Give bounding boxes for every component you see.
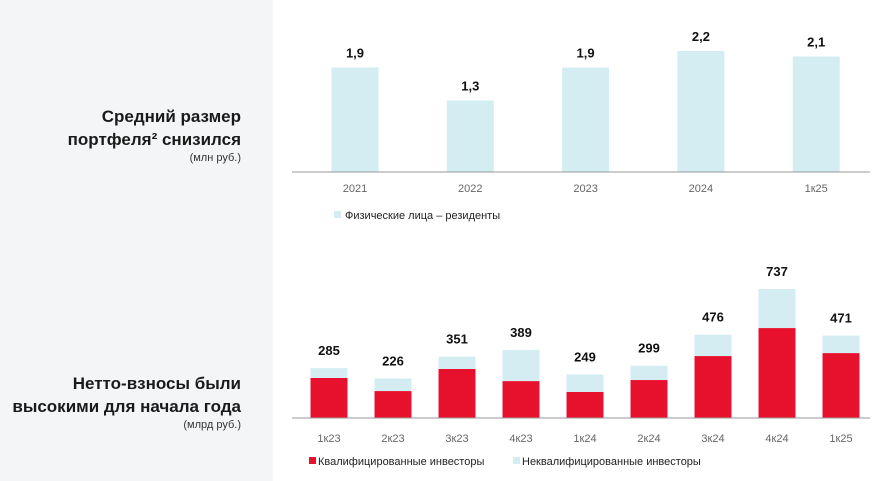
- bar-unqualified: [374, 378, 412, 392]
- legend-swatch: [334, 211, 341, 218]
- data-label: 737: [766, 264, 788, 279]
- bar: [677, 51, 725, 172]
- bar-unqualified: [694, 334, 732, 357]
- x-tick-label: 2021: [343, 183, 367, 195]
- bar-qualified: [310, 377, 348, 418]
- x-tick-label: 2022: [458, 183, 482, 195]
- data-label: 2,1: [807, 35, 825, 50]
- data-label: 471: [830, 311, 852, 326]
- bar-qualified: [822, 353, 860, 418]
- bar-qualified: [438, 369, 476, 418]
- top-title-line1: Средний размер: [101, 107, 241, 126]
- bar-unqualified: [822, 335, 860, 354]
- data-label: 285: [318, 343, 340, 358]
- bottom-title-line1: Нетто-взносы были: [72, 374, 241, 393]
- data-label: 476: [702, 310, 724, 325]
- top-chart-heading: Средний размер портфеля² снизился (млн р…: [68, 105, 241, 165]
- bar-unqualified: [566, 374, 604, 392]
- bar-qualified: [630, 380, 668, 418]
- data-label: 351: [446, 332, 468, 347]
- bottom-chart-heading: Нетто-взносы были высокими для начала го…: [12, 372, 241, 432]
- bar: [331, 67, 379, 172]
- top-title-line2: портфеля² снизился: [67, 130, 241, 149]
- data-label: 249: [574, 349, 596, 364]
- bar-qualified: [694, 356, 732, 418]
- data-label: 2,2: [692, 29, 710, 44]
- bottom-title-line2: высокими для начала года: [12, 397, 241, 416]
- x-tick-label: 1к25: [805, 183, 828, 195]
- x-tick-label: 2024: [689, 183, 713, 195]
- data-label: 1,9: [577, 46, 595, 61]
- bar-unqualified: [502, 349, 540, 382]
- bar-unqualified: [438, 356, 476, 369]
- x-tick-label: 3к23: [445, 433, 468, 445]
- x-tick-label: 2к23: [381, 433, 404, 445]
- bar-qualified: [758, 328, 796, 418]
- bottom-unit: (млрд руб.): [183, 419, 241, 431]
- bar-unqualified: [310, 368, 348, 378]
- bar-qualified: [566, 391, 604, 418]
- x-tick-label: 1к24: [573, 433, 596, 445]
- left-panel: Средний размер портфеля² снизился (млн р…: [0, 0, 273, 481]
- x-tick-label: 4к24: [765, 433, 788, 445]
- x-tick-label: 1к25: [829, 433, 852, 445]
- legend-label: Неквалифицированные инвесторы: [522, 456, 701, 468]
- x-tick-label: 1к23: [317, 433, 340, 445]
- legend-label: Квалифицированные инвесторы: [318, 456, 484, 468]
- x-tick-label: 2023: [573, 183, 597, 195]
- x-tick-label: 2к24: [637, 433, 660, 445]
- legend-label: Физические лица – резиденты: [345, 210, 500, 222]
- x-tick-label: 3к24: [701, 433, 724, 445]
- data-label: 1,9: [346, 46, 364, 61]
- bar: [792, 56, 840, 172]
- data-label: 1,3: [461, 79, 479, 94]
- bar: [446, 100, 494, 172]
- legend-swatch: [513, 457, 520, 464]
- legend-swatch: [309, 457, 316, 464]
- bar-qualified: [374, 391, 412, 418]
- x-tick-label: 4к23: [509, 433, 532, 445]
- data-label: 389: [510, 325, 532, 340]
- bar-unqualified: [758, 289, 796, 329]
- data-label: 299: [638, 341, 660, 356]
- data-label: 226: [382, 353, 404, 368]
- bar: [562, 67, 610, 172]
- bar-qualified: [502, 381, 540, 418]
- bar-unqualified: [630, 365, 668, 381]
- top-unit: (млн руб.): [189, 152, 241, 164]
